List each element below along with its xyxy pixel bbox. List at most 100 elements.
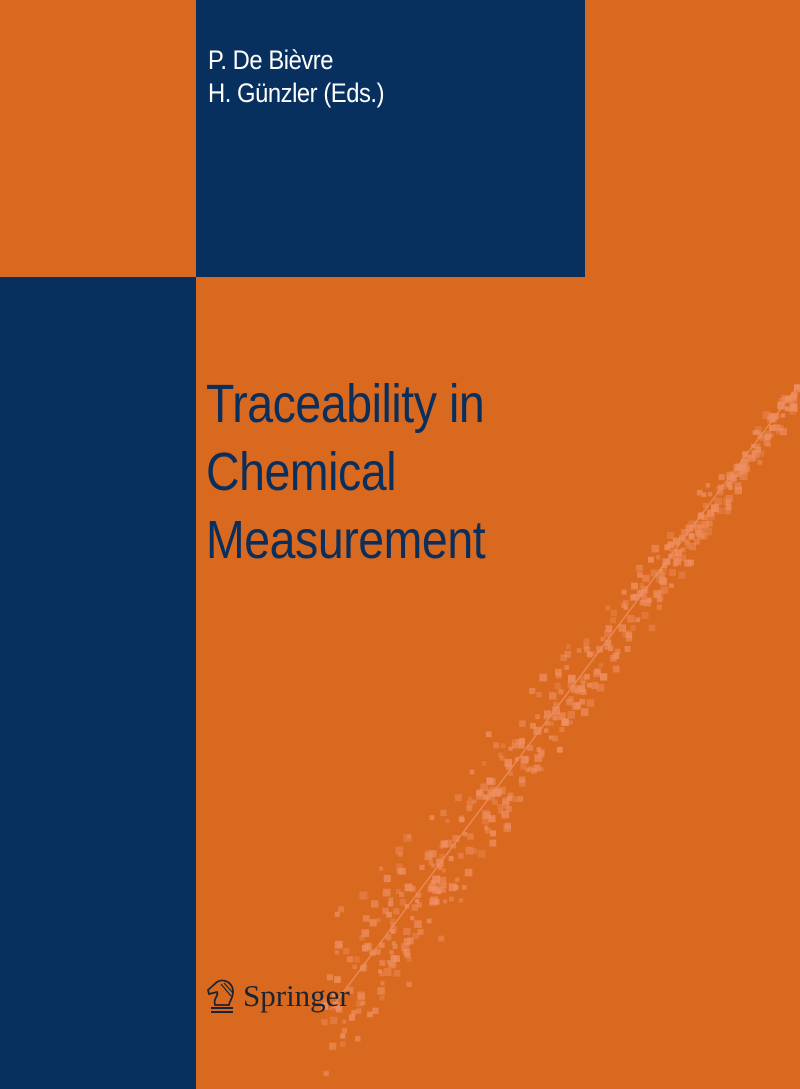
scatter-point [379, 971, 385, 977]
scatter-point [357, 991, 365, 1000]
scatter-point [504, 822, 511, 829]
scatter-point [323, 998, 330, 1005]
scatter-point [356, 1008, 362, 1014]
scatter-point [428, 860, 434, 865]
scatter-point [596, 683, 605, 692]
scatter-point [600, 636, 605, 642]
scatter-point [429, 815, 435, 820]
scatter-point [561, 718, 569, 726]
scatter-point [353, 956, 360, 963]
scatter-point [688, 533, 695, 540]
scatter-point [564, 665, 570, 670]
title-line-1: Traceability in [206, 374, 485, 434]
scatter-point [444, 839, 452, 848]
scatter-point [635, 617, 641, 623]
scatter-point [681, 529, 688, 536]
scatter-point [371, 951, 376, 956]
scatter-point [361, 929, 370, 937]
scatter-point [696, 530, 705, 538]
scatter-point [539, 673, 547, 682]
scatter-point [598, 663, 603, 668]
scatter-point [320, 1002, 329, 1010]
scatter-point [352, 964, 357, 970]
scatter-point [466, 800, 473, 808]
scatter-point [567, 681, 576, 689]
scatter-point [767, 418, 772, 424]
scatter-point [604, 644, 611, 650]
scatter-point [489, 839, 497, 847]
scatter-point [618, 624, 626, 632]
scatter-point [631, 582, 638, 590]
scatter-point [398, 867, 406, 875]
scatter-point [369, 950, 374, 955]
scatter-point [389, 918, 396, 924]
scatter-point [641, 596, 647, 602]
scatter-point [624, 646, 631, 652]
scatter-point [374, 948, 381, 955]
scatter-point [639, 583, 645, 588]
scatter-point [434, 899, 440, 905]
scatter-point [574, 702, 581, 709]
scatter-point [581, 681, 586, 686]
scatter-point [696, 489, 703, 496]
scatter-point [416, 902, 422, 908]
scatter-point [504, 759, 513, 767]
scatter-point [748, 454, 756, 462]
scatter-point [362, 915, 370, 922]
scatter-point [337, 906, 344, 913]
scatter-point [669, 569, 676, 576]
scatter-point [757, 432, 764, 439]
scatter-point [680, 547, 686, 553]
scatter-point [615, 648, 621, 655]
scatter-point [469, 769, 475, 775]
scatter-point [424, 852, 433, 861]
scatter-point [379, 942, 385, 948]
scatter-point [641, 586, 649, 594]
scatter-point [505, 806, 512, 812]
scatter-point [742, 451, 748, 457]
scatter-point [340, 1041, 346, 1048]
scatter-point [425, 850, 430, 855]
scatter-point [651, 544, 659, 553]
scatter-point [664, 544, 671, 551]
scatter-point [780, 428, 787, 436]
scatter-point [688, 543, 697, 551]
scatter-point [790, 398, 798, 406]
scatter-point [664, 559, 671, 565]
scatter-point [399, 892, 405, 898]
scatter-point [660, 573, 666, 578]
left-navy-column [0, 277, 196, 1089]
scatter-point [437, 865, 443, 870]
scatter-point [754, 446, 761, 453]
scatter-point [465, 846, 474, 855]
scatter-point [773, 424, 781, 432]
scatter-point [568, 695, 574, 702]
scatter-point [499, 755, 505, 761]
scatter-point [610, 617, 617, 624]
scatter-point [558, 689, 564, 695]
scatter-point [426, 918, 432, 924]
scatter-point [693, 521, 701, 529]
scatter-point [735, 472, 740, 477]
scatter-point [669, 548, 678, 557]
scatter-point [500, 743, 506, 749]
springer-knight-icon [206, 979, 234, 1013]
scatter-point [694, 524, 702, 532]
scatter-point [660, 567, 667, 574]
scatter-point [763, 439, 770, 446]
scatter-point [376, 918, 381, 923]
scatter-point [403, 949, 411, 956]
scatter-point [395, 846, 404, 855]
scatter-point [755, 443, 761, 449]
scatter-point [612, 665, 620, 673]
scatter-point [586, 699, 595, 707]
scatter-point [706, 520, 713, 527]
scatter-point [533, 764, 541, 772]
scatter-point [334, 950, 339, 955]
scatter-point [549, 721, 554, 726]
scatter-point [658, 589, 664, 595]
scatter-point [673, 541, 680, 547]
scatter-point [552, 715, 558, 721]
scatter-point [539, 766, 544, 772]
scatter-point [351, 1010, 357, 1016]
